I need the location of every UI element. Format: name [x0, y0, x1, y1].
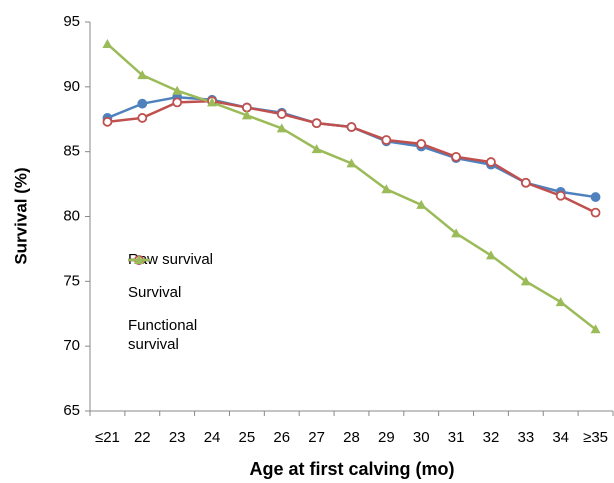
y-tick-label: 75	[63, 272, 80, 289]
marker	[555, 190, 566, 201]
marker	[241, 110, 252, 120]
marker	[172, 85, 183, 95]
x-axis-label: Age at first calving (mo)	[249, 459, 454, 479]
marker	[102, 39, 113, 49]
marker	[451, 151, 462, 162]
legend-item: Survival	[128, 255, 228, 302]
marker	[416, 138, 427, 149]
x-tick-label: ≥35	[583, 429, 608, 446]
y-tick-label: 90	[63, 78, 80, 95]
marker	[134, 255, 144, 264]
legend-label: Survival	[128, 284, 182, 301]
legend-item: Functional survival	[128, 255, 228, 354]
x-tick-label: 26	[273, 429, 290, 446]
legend-label: Functional survival	[128, 317, 198, 353]
y-tick-label: 65	[63, 402, 80, 419]
legend-label: Raw survival	[128, 251, 214, 268]
x-tick-label: 28	[343, 429, 360, 446]
x-tick-label: 31	[448, 429, 465, 446]
x-tick-label: 22	[134, 429, 151, 446]
x-tick-label: ≤21	[95, 429, 120, 446]
marker	[346, 158, 357, 168]
x-tick-label: 23	[169, 429, 186, 446]
marker	[520, 177, 531, 188]
x-tick-label: 27	[308, 429, 325, 446]
series-line	[107, 99, 597, 214]
marker	[590, 207, 601, 218]
marker	[485, 250, 496, 260]
marker	[172, 97, 183, 108]
marker	[102, 116, 113, 127]
marker	[137, 98, 148, 109]
marker	[311, 118, 322, 129]
marker	[416, 199, 427, 209]
x-tick-label: 25	[239, 429, 256, 446]
marker	[311, 144, 322, 154]
marker	[276, 109, 287, 119]
y-tick-label: 85	[63, 143, 80, 160]
y-axis-label: Survival (%)	[11, 167, 30, 264]
x-tick-label: 33	[517, 429, 534, 446]
marker	[486, 157, 496, 167]
marker	[590, 192, 601, 202]
marker	[590, 324, 601, 334]
marker	[276, 123, 287, 133]
y-tick-label: 70	[63, 337, 80, 354]
marker	[137, 70, 148, 80]
marker	[137, 113, 148, 123]
marker	[520, 276, 531, 286]
marker	[381, 184, 392, 194]
x-tick-label: 24	[204, 429, 221, 446]
marker	[381, 135, 392, 145]
marker	[555, 297, 566, 307]
marker	[207, 97, 218, 107]
x-tick-label: 34	[552, 429, 569, 446]
marker	[346, 122, 357, 132]
x-tick-label: 32	[483, 429, 500, 446]
legend: Raw survival Survival Functional survival	[128, 250, 228, 368]
x-tick-label: 29	[378, 429, 395, 446]
x-tick-label: 30	[413, 429, 430, 446]
y-tick-label: 95	[63, 13, 80, 30]
marker	[451, 228, 462, 238]
y-tick-label: 80	[63, 207, 80, 224]
legend-symbol	[128, 255, 150, 264]
